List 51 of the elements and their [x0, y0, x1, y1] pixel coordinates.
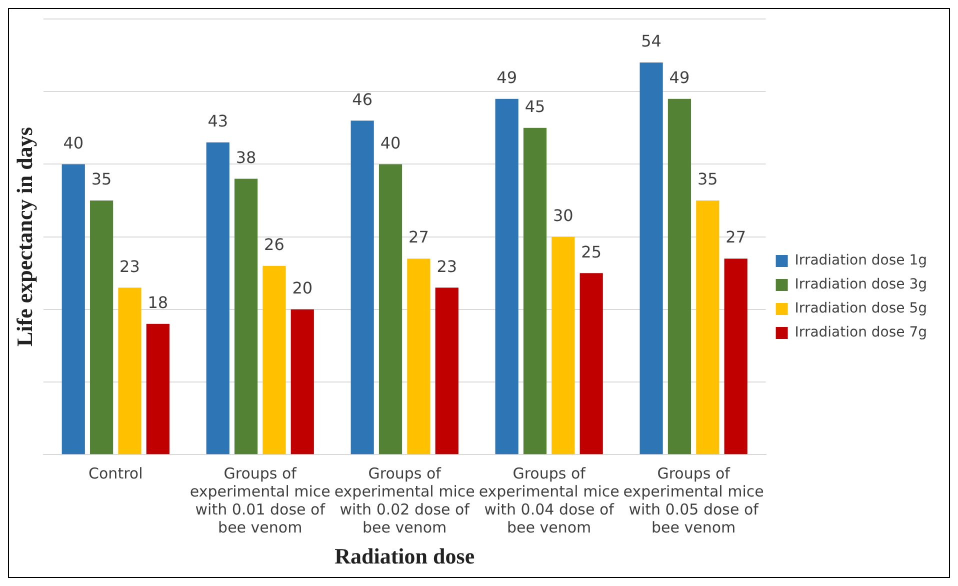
- bar: [724, 258, 748, 454]
- legend-label: Irradiation dose 1g: [794, 252, 928, 269]
- data-label: 26: [264, 234, 284, 254]
- x-tick-label: Groups of experimental mice with 0.01 dose of bee venom: [190, 464, 330, 536]
- data-label: 35: [91, 170, 112, 189]
- bar: [640, 62, 663, 454]
- x-tick-label: Groups of experimental mice with 0.02 dose of bee venom: [334, 464, 475, 536]
- data-label: 20: [292, 278, 313, 298]
- bar: [146, 324, 170, 454]
- data-label: 23: [436, 256, 458, 276]
- bar: [407, 258, 430, 454]
- bar: [118, 288, 142, 454]
- legend-label: Irradiation dose 3g: [794, 276, 928, 293]
- data-label: 40: [63, 133, 84, 152]
- bar: [378, 164, 402, 454]
- bar: [580, 273, 603, 454]
- data-label: 18: [148, 293, 168, 312]
- data-label: 43: [208, 112, 228, 131]
- bar: [495, 98, 518, 454]
- bar: [234, 178, 258, 454]
- data-label: 38: [236, 148, 256, 167]
- bar: [435, 288, 458, 454]
- legend-label: Irradiation dose 7g: [794, 324, 928, 341]
- bar: [262, 266, 286, 454]
- bar: [696, 200, 720, 454]
- bar: [90, 200, 114, 454]
- bar: [290, 309, 314, 454]
- bar: [552, 236, 575, 454]
- bar: [62, 164, 85, 454]
- bar: [350, 120, 374, 454]
- bar: [668, 98, 692, 454]
- x-tick-label: Groups of experimental mice with 0.05 dose of bee venom: [623, 464, 764, 536]
- x-axis-title: Radiation dose: [334, 543, 475, 568]
- data-label: 54: [641, 32, 662, 51]
- data-label: 35: [697, 170, 718, 189]
- x-tick-label: Control: [88, 464, 143, 482]
- x-tick-label: Groups of experimental mice with 0.04 dose of bee venom: [478, 464, 620, 536]
- data-label: 27: [408, 228, 429, 247]
- data-label: 30: [552, 206, 574, 225]
- data-label: 25: [581, 242, 602, 262]
- bar: [206, 142, 230, 454]
- data-label: 49: [496, 68, 517, 88]
- data-label: 49: [669, 68, 690, 88]
- data-label: 23: [120, 256, 140, 276]
- data-label: 46: [352, 90, 373, 109]
- data-label: 40: [380, 133, 401, 152]
- data-label: 45: [524, 97, 546, 116]
- legend-label: Irradiation dose 5g: [794, 300, 928, 317]
- data-label: 27: [726, 228, 746, 247]
- bar: [523, 128, 547, 454]
- y-axis-title: Life expectancy in days: [12, 126, 37, 346]
